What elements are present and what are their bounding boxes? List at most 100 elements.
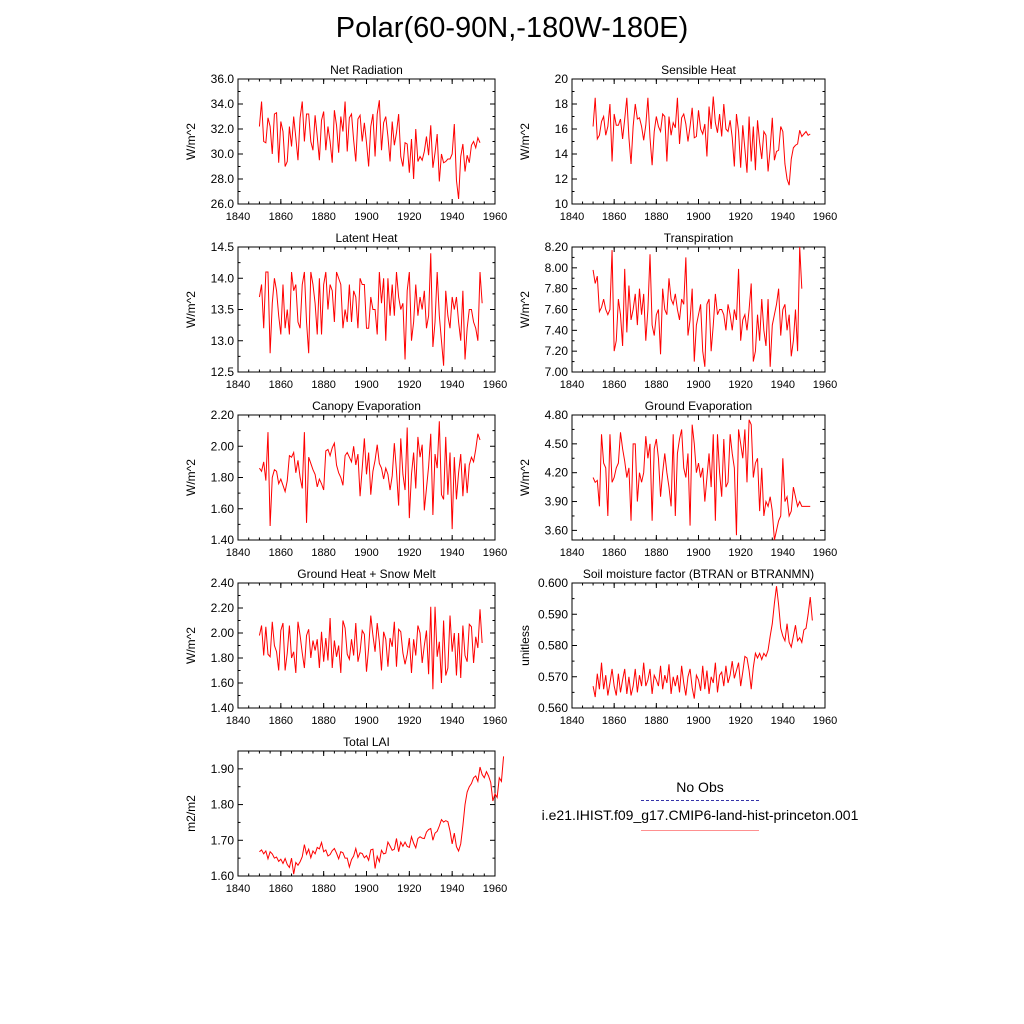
x-tick-label: 1940 <box>440 715 464 727</box>
y-tick-label: 1.80 <box>211 651 235 665</box>
plot-frame <box>237 246 496 373</box>
x-tick-label: 1920 <box>728 211 752 223</box>
x-tick-label: 1840 <box>226 715 250 727</box>
chart-panel-2: Sensible Heat W/m^2 1840 1860 1880 1900 1920 19… <box>518 63 837 223</box>
chart-panel-5: Canopy Evaporation W/m^2 1840 1860 1880 1900 1… <box>184 399 507 559</box>
y-tick-label: 8.20 <box>545 240 569 254</box>
legend-obs-label: No Obs <box>676 779 724 795</box>
chart-panel-8: Soil moisture factor (BTRAN or BTRANMN) u… <box>518 567 837 727</box>
plot-frame <box>237 414 496 541</box>
y-tick-label: 1.40 <box>211 533 235 547</box>
y-tick-label: 28.0 <box>211 172 235 186</box>
y-tick-label: 0.570 <box>538 670 568 684</box>
y-tick-label: 0.600 <box>538 576 568 590</box>
x-tick-label: 1960 <box>813 211 837 223</box>
x-tick-label: 1840 <box>226 379 250 391</box>
y-tick-label: 7.40 <box>545 323 569 337</box>
x-tick-label: 1840 <box>226 211 250 223</box>
x-tick-label: 1960 <box>483 547 507 559</box>
chart-panel-9: Total LAI m2/m2 1840 1860 1880 1900 1920 1940 19… <box>184 735 507 895</box>
y-tick-label: 14.0 <box>211 271 235 285</box>
y-tick-label: 12 <box>555 172 569 186</box>
x-tick-label: 1920 <box>728 547 752 559</box>
y-axis-label: W/m^2 <box>518 291 532 328</box>
x-tick-label: 1860 <box>269 715 293 727</box>
y-tick-label: 0.580 <box>538 639 568 653</box>
y-tick-label: 36.0 <box>211 72 235 86</box>
x-tick-label: 1940 <box>440 547 464 559</box>
x-tick-label: 1960 <box>813 715 837 727</box>
x-tick-label: 1960 <box>483 379 507 391</box>
y-tick-label: 7.80 <box>545 282 569 296</box>
chart-title: Sensible Heat <box>661 63 736 77</box>
x-tick-label: 1860 <box>269 547 293 559</box>
page-title: Polar(60-90N,-180W-180E) <box>335 12 689 44</box>
y-tick-label: 4.80 <box>545 408 569 422</box>
legend-case-label: i.e21.IHIST.f09_g17.CMIP6-land-hist-prin… <box>541 807 859 823</box>
x-tick-label: 1880 <box>644 715 668 727</box>
y-tick-label: 1.60 <box>211 502 235 516</box>
y-tick-label: 4.50 <box>545 437 569 451</box>
x-tick-label: 1880 <box>311 883 335 895</box>
series-line <box>258 100 481 200</box>
y-axis-label: W/m^2 <box>518 459 532 496</box>
y-tick-label: 13.5 <box>211 303 235 317</box>
x-tick-label: 1940 <box>440 211 464 223</box>
chart-title: Total LAI <box>343 735 390 749</box>
x-tick-label: 1940 <box>771 211 795 223</box>
chart-panel-1: Net Radiation W/m^2 1840 1860 1880 1900 1920 19… <box>184 63 507 223</box>
series-line <box>592 586 813 699</box>
x-tick-label: 1920 <box>397 379 421 391</box>
x-tick-label: 1920 <box>397 883 421 895</box>
x-tick-label: 1880 <box>644 211 668 223</box>
x-tick-label: 1840 <box>560 211 584 223</box>
plot-frame <box>571 414 826 541</box>
y-tick-label: 20 <box>555 72 569 86</box>
y-tick-label: 10 <box>555 197 569 211</box>
y-tick-label: 1.60 <box>211 869 235 883</box>
series-line <box>259 756 505 875</box>
y-tick-label: 3.90 <box>545 495 569 509</box>
x-tick-label: 1960 <box>483 883 507 895</box>
y-tick-label: 1.80 <box>211 471 235 485</box>
chart-title: Ground Heat + Snow Melt <box>297 567 436 581</box>
y-tick-label: 7.60 <box>545 303 569 317</box>
x-tick-label: 1900 <box>354 547 378 559</box>
y-tick-label: 14 <box>555 147 569 161</box>
plot-frame <box>571 582 826 709</box>
x-tick-label: 1920 <box>397 715 421 727</box>
y-tick-label: 2.20 <box>211 601 235 615</box>
series-line <box>592 419 811 541</box>
y-axis-label: W/m^2 <box>184 123 198 160</box>
y-tick-label: 2.00 <box>211 439 235 453</box>
x-tick-label: 1940 <box>771 715 795 727</box>
x-tick-label: 1940 <box>440 883 464 895</box>
y-tick-label: 3.60 <box>545 523 569 537</box>
y-tick-label: 34.0 <box>211 97 235 111</box>
y-axis-label: W/m^2 <box>184 627 198 664</box>
series-line <box>258 253 483 366</box>
x-tick-label: 1900 <box>354 883 378 895</box>
y-tick-label: 2.40 <box>211 576 235 590</box>
y-tick-label: 0.560 <box>538 701 568 715</box>
chart-title: Canopy Evaporation <box>312 399 421 413</box>
legend-obs-line <box>641 800 759 801</box>
x-tick-label: 1900 <box>354 715 378 727</box>
y-axis-label: W/m^2 <box>518 123 532 160</box>
y-axis-label: W/m^2 <box>184 291 198 328</box>
y-tick-label: 7.20 <box>545 344 569 358</box>
x-tick-label: 1900 <box>354 211 378 223</box>
x-tick-label: 1960 <box>813 379 837 391</box>
y-tick-label: 30.0 <box>211 147 235 161</box>
x-tick-label: 1840 <box>560 715 584 727</box>
x-tick-label: 1860 <box>269 883 293 895</box>
y-axis-label: unitless <box>518 625 532 666</box>
chart-panel-3: Latent Heat W/m^2 1840 1860 1880 1900 1920 1940… <box>184 231 507 391</box>
x-tick-label: 1840 <box>226 883 250 895</box>
x-tick-label: 1860 <box>602 211 626 223</box>
y-tick-label: 7.00 <box>545 365 569 379</box>
y-tick-label: 1.40 <box>211 701 235 715</box>
x-tick-label: 1840 <box>560 547 584 559</box>
x-tick-label: 1900 <box>686 379 710 391</box>
